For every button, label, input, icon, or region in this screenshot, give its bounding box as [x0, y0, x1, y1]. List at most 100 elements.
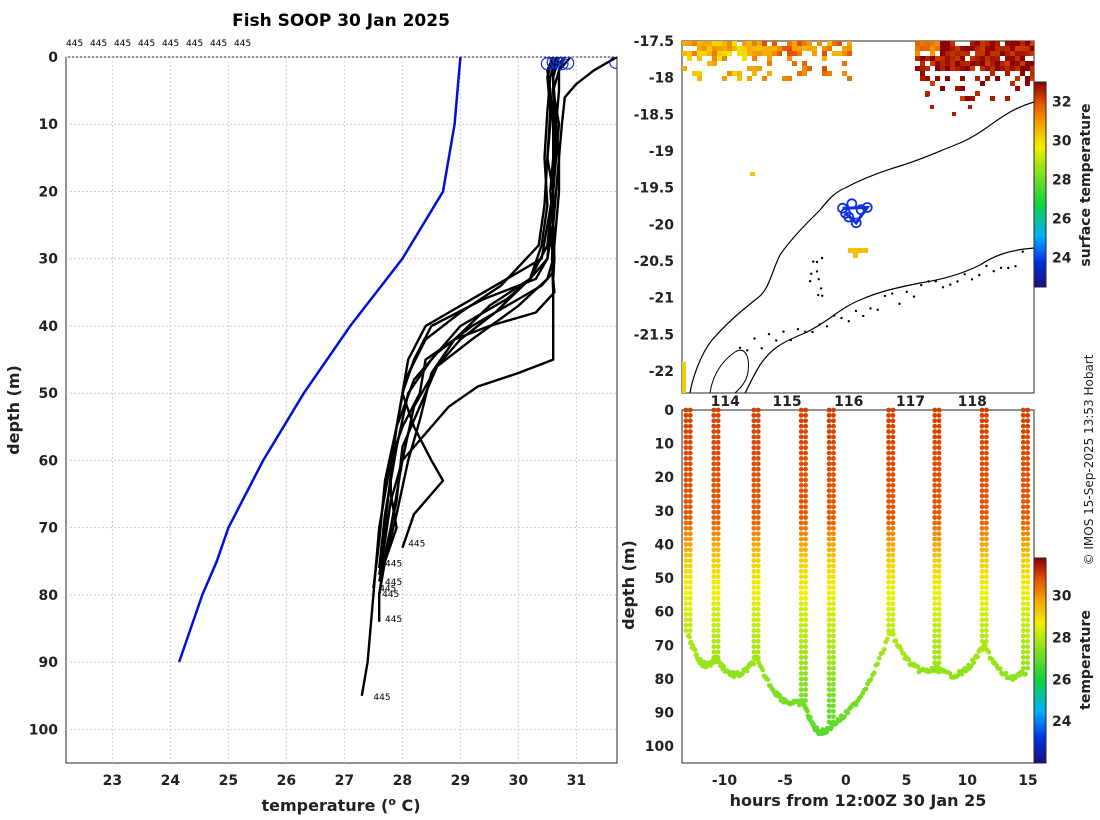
- cast-sample: [932, 412, 938, 418]
- cast-sample: [826, 681, 832, 687]
- cast-sample: [1025, 612, 1031, 617]
- cast-sample: [936, 418, 942, 424]
- sst-cell: [752, 71, 757, 76]
- cast-sample: [890, 590, 896, 596]
- cast-sample: [1025, 628, 1031, 633]
- cast-sample: [683, 461, 689, 467]
- sst-cell: [762, 76, 767, 81]
- cast-sample: [979, 525, 985, 531]
- cast-sample: [984, 574, 989, 580]
- cast-sample: [936, 520, 942, 526]
- profile-ticks: 23 24 25 26 27 28 29 30 31 0 10 20 30 40 50 60 70 80 90 100: [29, 50, 586, 789]
- cast-sample: [798, 407, 804, 413]
- cast-sample: [711, 450, 717, 456]
- cast-sample: [803, 612, 808, 617]
- cast-sample: [979, 515, 985, 520]
- cast-sample: [1025, 450, 1031, 456]
- sst-cell: [847, 76, 852, 81]
- cast-sample: [755, 477, 761, 483]
- cast-sample: [687, 434, 693, 440]
- cast-sample: [932, 439, 938, 445]
- island-dot: [862, 314, 865, 318]
- cast-sample: [798, 499, 804, 504]
- sst-cell: [960, 66, 965, 71]
- map-colorbar: [1033, 81, 1047, 288]
- cast-sample: [751, 547, 757, 553]
- sst-cell: [697, 76, 702, 81]
- cast-sample: [687, 482, 693, 488]
- cast-sample: [803, 628, 808, 633]
- sst-cell: [1030, 66, 1034, 71]
- cast-sample: [683, 585, 689, 590]
- cast-sample: [803, 499, 808, 504]
- sst-cell: [980, 51, 985, 56]
- cast-sample: [831, 692, 836, 698]
- cast-sample: [683, 472, 689, 477]
- cast-sample: [751, 493, 757, 499]
- cast-sample: [803, 423, 808, 429]
- xtick-28: 28: [393, 773, 412, 789]
- cast-sample: [1025, 525, 1031, 531]
- top-label: 445: [186, 39, 203, 49]
- island-dot: [811, 330, 814, 334]
- tow-sample: [906, 657, 912, 663]
- cast-sample: [932, 601, 938, 607]
- cast-sample: [715, 456, 721, 461]
- cast-sample: [1025, 434, 1031, 440]
- cast-sample: [984, 531, 989, 537]
- sst-cell: [717, 46, 722, 51]
- map-xtick: 115: [772, 394, 801, 410]
- sst-cell: [697, 51, 702, 56]
- cast-sample: [984, 499, 989, 504]
- cast-sample: [826, 536, 832, 542]
- cast-sample: [798, 563, 804, 569]
- cast-sample: [826, 579, 832, 585]
- cast-sample: [755, 520, 761, 526]
- cast-sample: [984, 477, 989, 483]
- cast-sample: [831, 687, 836, 693]
- sst-cell: [980, 46, 985, 51]
- cast-sample: [798, 504, 804, 510]
- cast-sample: [798, 644, 804, 650]
- cast-sample: [936, 423, 942, 429]
- cast-sample: [803, 472, 808, 477]
- map-ytick: -17.5: [634, 34, 674, 50]
- cast-sample: [826, 520, 832, 526]
- cast-sample: [886, 547, 891, 553]
- sst-cell: [1015, 76, 1020, 81]
- section-casts: [683, 407, 1031, 737]
- cast-sample: [932, 633, 938, 639]
- cast-sample: [826, 450, 832, 456]
- cast-sample: [984, 434, 989, 440]
- cast-sample: [1020, 520, 1026, 526]
- cast-sample: [831, 558, 836, 564]
- cast-sample: [803, 520, 808, 526]
- sst-cell: [970, 46, 975, 51]
- cast-sample: [1025, 552, 1031, 558]
- cast-sample: [711, 585, 717, 590]
- cast-sample: [886, 601, 891, 607]
- sst-cell: [945, 51, 950, 56]
- cast-sample: [683, 450, 689, 456]
- cast-sample: [687, 612, 693, 617]
- cast-sample: [886, 585, 891, 590]
- sst-cell: [990, 51, 995, 56]
- cast-sample: [683, 558, 689, 564]
- cast-sample: [932, 525, 938, 531]
- cast-sample: [687, 520, 693, 526]
- island-dot: [808, 280, 812, 283]
- cast-sample: [826, 445, 832, 451]
- cast-sample: [826, 472, 832, 477]
- sst-cell: [990, 56, 995, 61]
- cast-sample: [803, 649, 808, 655]
- cast-sample: [711, 412, 717, 418]
- tow-sample: [694, 652, 699, 657]
- coastline: [689, 101, 1034, 393]
- island-dot: [978, 273, 981, 277]
- sst-cell: [1020, 46, 1025, 51]
- sst-cell: [742, 51, 747, 56]
- cast-sample: [798, 649, 804, 655]
- sst-cell: [787, 56, 792, 61]
- cast-sample: [683, 488, 689, 494]
- cast-sample: [687, 488, 693, 494]
